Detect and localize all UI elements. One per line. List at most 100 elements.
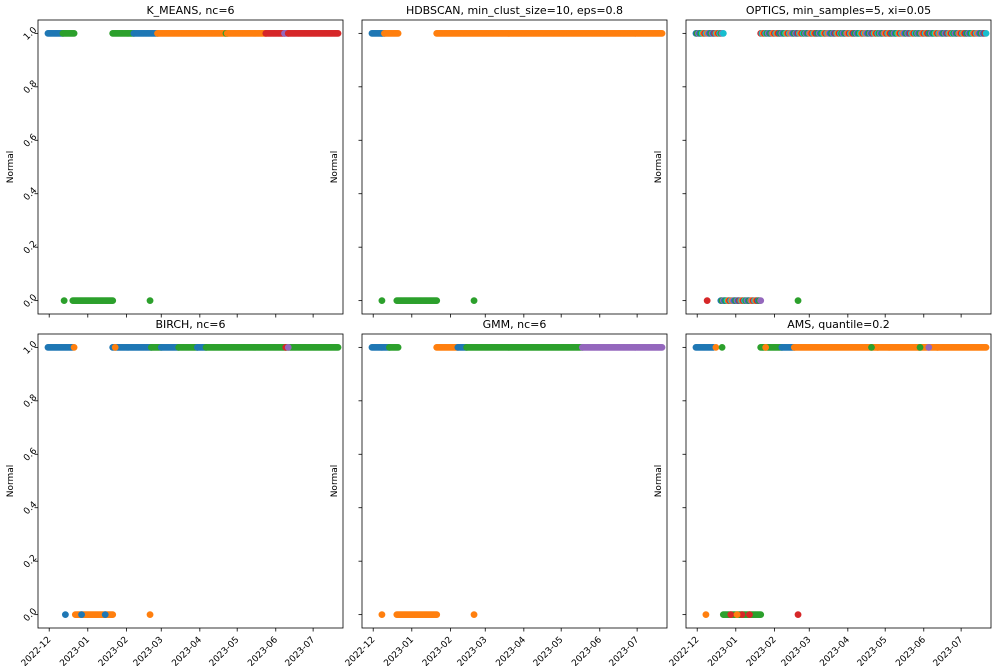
x-tick-label: 2023-04 [818,635,852,666]
x-tick-label: 2023-01 [58,635,92,666]
x-tick-label: 2023-03 [456,635,490,666]
data-point [712,343,720,351]
x-tick-label: 2023-07 [608,635,642,666]
data-point [334,29,342,37]
data-point [60,297,68,305]
chart-title: K_MEANS, nc=6 [146,4,234,17]
scatter-marks [44,29,342,305]
panel-2: HDBSCAN, min_clust_size=10, eps=0.8 Norma… [330,4,668,318]
axes-frame [37,19,344,315]
data-point [982,29,990,37]
chart-title: BIRCH, nc=6 [155,318,225,331]
y-axis-label: Normal [6,151,16,184]
x-tick-label: 2022-12 [20,635,54,666]
data-point [727,611,735,619]
data-point [762,343,770,351]
data-point [111,343,119,351]
x-tick-label: 2022-12 [668,635,702,666]
y-tick-label: 0.0 [22,607,39,624]
scatter-marks [692,343,990,619]
scatter-marks [368,343,666,619]
x-tick-label: 2023-05 [856,635,890,666]
data-point [738,611,746,619]
data-point [109,611,117,619]
x-tick-label: 2023-04 [170,635,204,666]
y-axis-label: Normal [330,151,340,184]
data-point [378,297,386,305]
data-point [757,611,765,619]
x-tick-label: 2023-01 [706,635,740,666]
data-point [982,343,990,351]
chart-title: OPTICS, min_samples=5, xi=0.05 [746,4,931,17]
x-tick-label: 2023-05 [208,635,242,666]
x-tick-label: 2022-12 [344,635,378,666]
data-point [470,611,478,619]
y-axis-label: Normal [330,465,340,498]
x-tick-label: 2023-05 [532,635,566,666]
data-point [378,611,386,619]
data-point [718,343,726,351]
scatter-marks [44,343,342,619]
scatter-marks [692,29,990,305]
data-point [433,297,441,305]
data-point [733,611,741,619]
data-point [394,343,402,351]
panel-4: BIRCH, nc=6 Normal 0.0 0.2 0.4 0.6 0.8 1.0 2022-… [6,318,344,666]
panel-1: K_MEANS, nc=6 Normal 0.0 0.2 0.4 0.6 0.8 1.0 [6,4,344,318]
x-tick-label: 2023-04 [494,635,528,666]
x-tick-label: 2023-07 [284,635,318,666]
x-tick-label: 2023-02 [97,635,131,666]
chart-title: HDBSCAN, min_clust_size=10, eps=0.8 [406,4,623,17]
data-point [703,297,711,305]
data-point [70,29,78,37]
data-point [916,343,924,351]
data-point [794,297,802,305]
y-axis-label: Normal [654,465,664,498]
y-tick-label: 0.2 [22,553,39,570]
x-tick-label: 2023-02 [421,635,455,666]
y-tick-label: 1.0 [22,339,39,356]
data-point [794,611,802,619]
data-point [284,343,292,351]
axes-frame [685,19,992,315]
axes-frame [361,19,668,315]
data-point [70,343,78,351]
y-axis-label: Normal [6,465,16,498]
x-tick-label: 2023-01 [382,635,416,666]
x-tick-label: 2023-02 [745,635,779,666]
data-point [433,611,441,619]
y-tick-label: 0.0 [22,293,39,310]
data-point [146,611,154,619]
x-tick-label: 2023-06 [570,635,604,666]
data-point [746,611,753,619]
y-tick-label: 0.4 [22,186,39,203]
data-point [757,297,765,305]
y-tick-label: 0.8 [22,79,39,96]
data-point [868,343,875,351]
axes-frame [685,333,992,629]
data-point [61,611,69,619]
panel-3: OPTICS, min_samples=5, xi=0.05 Normal [654,4,992,318]
data-point [702,611,710,619]
data-point [658,343,666,351]
scatter-marks [368,29,666,305]
y-tick-label: 1.0 [22,25,39,42]
data-point [394,29,402,37]
data-point [470,297,478,305]
chart-title: GMM, nc=6 [483,318,547,331]
x-tick-label: 2023-06 [246,635,280,666]
data-point [146,297,154,305]
axes-frame [361,333,668,629]
data-point [334,343,342,351]
data-point [658,29,666,37]
data-point [719,29,727,37]
y-tick-label: 0.2 [22,239,39,256]
x-tick-label: 2023-03 [780,635,814,666]
data-point [109,297,117,305]
data-point [925,343,933,351]
y-tick-label: 0.4 [22,500,39,517]
data-point [78,611,85,619]
